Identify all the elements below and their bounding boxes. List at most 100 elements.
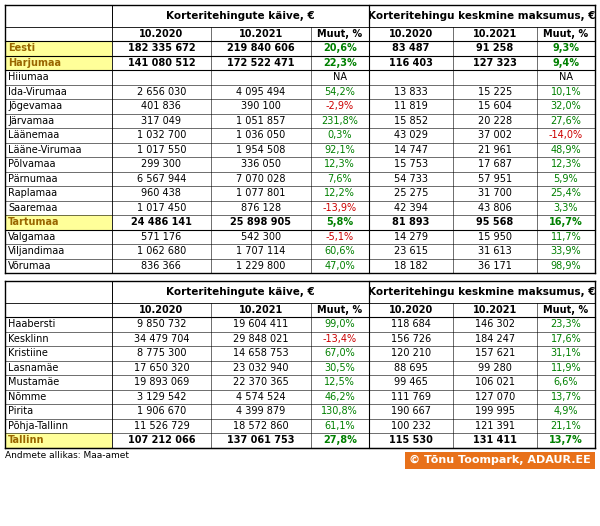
Text: 10.2020: 10.2020 (389, 305, 433, 315)
Text: 25 275: 25 275 (394, 188, 428, 198)
Bar (5, 70, 595, 85)
Text: 25 898 905: 25 898 905 (230, 217, 292, 227)
Text: 836 366: 836 366 (142, 261, 181, 271)
Text: 156 726: 156 726 (391, 334, 431, 344)
Text: 5,9%: 5,9% (554, 174, 578, 184)
Text: Korteritehingu keskmine maksumus, €: Korteritehingu keskmine maksumus, € (368, 11, 596, 21)
Text: 9,3%: 9,3% (553, 43, 580, 53)
Text: 960 438: 960 438 (142, 188, 181, 198)
Bar (5, 143, 595, 157)
Text: 37 002: 37 002 (478, 130, 512, 140)
Text: 10,1%: 10,1% (551, 87, 581, 97)
Bar (5, 99, 595, 114)
Text: 13 833: 13 833 (394, 87, 428, 97)
Bar (5, 360, 595, 375)
Text: 3,3%: 3,3% (554, 203, 578, 213)
Text: 15 225: 15 225 (478, 87, 512, 97)
Text: 876 128: 876 128 (241, 203, 281, 213)
Text: Eesti: Eesti (8, 43, 35, 53)
Text: Saaremaa: Saaremaa (8, 203, 58, 213)
Text: Lääne-Virumaa: Lääne-Virumaa (8, 145, 82, 155)
Text: 127 323: 127 323 (473, 58, 517, 68)
Text: 67,0%: 67,0% (325, 348, 355, 358)
Text: Pärnumaa: Pärnumaa (8, 174, 58, 184)
Text: 83 487: 83 487 (392, 43, 430, 53)
Text: 23,3%: 23,3% (550, 319, 581, 329)
Text: 99,0%: 99,0% (325, 319, 355, 329)
Text: 317 049: 317 049 (142, 116, 181, 126)
Text: Lasnamäe: Lasnamäe (8, 363, 58, 373)
Text: 20 228: 20 228 (478, 116, 512, 126)
Text: -2,9%: -2,9% (326, 101, 354, 112)
Text: Põhja-Tallinn: Põhja-Tallinn (8, 421, 68, 431)
Text: 54 733: 54 733 (394, 174, 428, 184)
Text: 137 061 753: 137 061 753 (227, 435, 295, 445)
Text: 27,8%: 27,8% (323, 435, 357, 445)
Text: 31 700: 31 700 (478, 188, 512, 198)
Text: 91 258: 91 258 (476, 43, 514, 53)
Text: 19 893 069: 19 893 069 (134, 377, 189, 387)
Text: 33,9%: 33,9% (551, 246, 581, 256)
Text: 22 370 365: 22 370 365 (233, 377, 289, 387)
Text: © Tõnu Toompark, ADAUR.EE: © Tõnu Toompark, ADAUR.EE (409, 455, 591, 465)
Text: 131 411: 131 411 (473, 435, 517, 445)
Text: 2 656 030: 2 656 030 (137, 87, 186, 97)
Text: 10.2021: 10.2021 (473, 29, 517, 39)
Bar (5, 85, 595, 99)
Text: 8 775 300: 8 775 300 (137, 348, 186, 358)
Text: 4 574 524: 4 574 524 (236, 392, 286, 402)
Text: 4 095 494: 4 095 494 (236, 87, 286, 97)
Text: Pirita: Pirita (8, 406, 33, 416)
Text: Nõmme: Nõmme (8, 392, 46, 402)
Bar (5, 229, 595, 244)
Text: -14,0%: -14,0% (549, 130, 583, 140)
Text: 25,4%: 25,4% (550, 188, 581, 198)
Text: 98,9%: 98,9% (551, 261, 581, 271)
Text: 4 399 879: 4 399 879 (236, 406, 286, 416)
Text: 22,3%: 22,3% (323, 58, 356, 68)
Text: 29 848 021: 29 848 021 (233, 334, 289, 344)
Text: 57 951: 57 951 (478, 174, 512, 184)
Bar (5, 41, 595, 56)
Bar (5, 114, 595, 128)
Text: 17 650 320: 17 650 320 (134, 363, 189, 373)
Text: 54,2%: 54,2% (325, 87, 355, 97)
Bar (5, 215, 112, 229)
Bar (405, 451, 595, 469)
Text: 121 391: 121 391 (475, 421, 515, 431)
Text: 116 403: 116 403 (389, 58, 433, 68)
Text: Valgamaa: Valgamaa (8, 232, 56, 242)
Text: 1 032 700: 1 032 700 (137, 130, 186, 140)
Text: 141 080 512: 141 080 512 (128, 58, 195, 68)
Bar (5, 244, 595, 258)
Text: 88 695: 88 695 (394, 363, 428, 373)
Text: 3 129 542: 3 129 542 (137, 392, 186, 402)
Text: Muut, %: Muut, % (543, 29, 589, 39)
Text: 12,3%: 12,3% (325, 159, 355, 169)
Text: 15 604: 15 604 (478, 101, 512, 112)
Text: 10.2020: 10.2020 (139, 305, 184, 315)
Bar (5, 375, 595, 389)
Bar (5, 404, 595, 419)
Text: 1 707 114: 1 707 114 (236, 246, 286, 256)
Text: 60,6%: 60,6% (325, 246, 355, 256)
Text: 92,1%: 92,1% (325, 145, 355, 155)
Bar (5, 157, 595, 171)
Text: 23 615: 23 615 (394, 246, 428, 256)
Text: 10.2020: 10.2020 (139, 29, 184, 39)
Text: 43 029: 43 029 (394, 130, 428, 140)
Bar (5, 56, 112, 70)
Text: 30,5%: 30,5% (325, 363, 355, 373)
Text: 16,7%: 16,7% (549, 217, 583, 227)
Text: Tartumaa: Tartumaa (8, 217, 59, 227)
Text: 19 604 411: 19 604 411 (233, 319, 289, 329)
Text: Läänemaa: Läänemaa (8, 130, 59, 140)
Bar (5, 200, 595, 215)
Text: 100 232: 100 232 (391, 421, 431, 431)
Text: 99 465: 99 465 (394, 377, 428, 387)
Text: 4,9%: 4,9% (554, 406, 578, 416)
Text: 7,6%: 7,6% (328, 174, 352, 184)
Text: 10.2021: 10.2021 (239, 305, 283, 315)
Text: 5,8%: 5,8% (326, 217, 353, 227)
Text: 14 658 753: 14 658 753 (233, 348, 289, 358)
